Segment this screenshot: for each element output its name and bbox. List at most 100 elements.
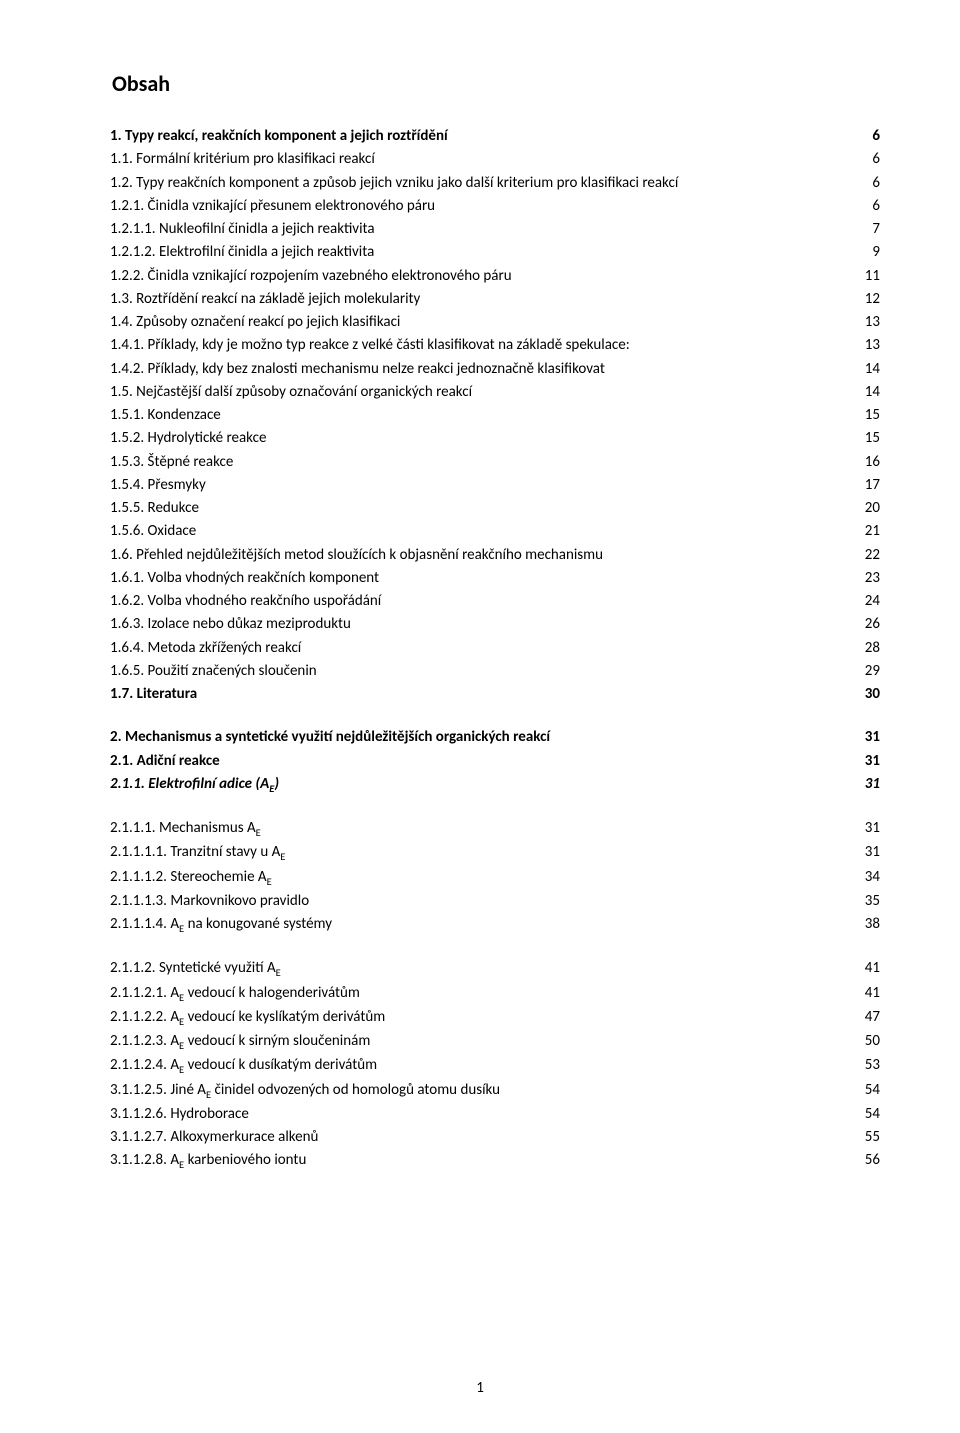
- toc-row: 1.4.2. Příklady, kdy bez znalosti mechan…: [110, 358, 880, 381]
- toc-entry-page: 31: [860, 817, 880, 840]
- toc-entry-label: 1.5.1. Kondenzace: [110, 404, 221, 427]
- toc-entry-label: 2.1.1.1.1. Tranzitní stavy u AE: [110, 841, 285, 865]
- toc-row: 2.1.1.1.4. AE na konugované systémy38: [110, 913, 880, 937]
- toc-row: 1.2. Typy reakčních komponent a způsob j…: [110, 172, 880, 195]
- toc-row: 3.1.1.2.6. Hydroborace54: [110, 1103, 880, 1126]
- toc-row: 2.1.1.2.2. AE vedoucí ke kyslíkatým deri…: [110, 1006, 880, 1030]
- toc-entry-page: 6: [860, 172, 880, 195]
- toc-entry-page: 15: [860, 427, 880, 450]
- toc-row: 2.1.1.2.4. AE vedoucí k dusíkatým derivá…: [110, 1054, 880, 1078]
- toc-entry-page: 47: [860, 1006, 880, 1029]
- toc-entry-page: 12: [860, 288, 880, 311]
- toc-entry-label: 1.4.2. Příklady, kdy bez znalosti mechan…: [110, 358, 605, 381]
- toc-row: 1.2.1.2. Elektrofilní činidla a jejich r…: [110, 241, 880, 264]
- toc-row: 3.1.1.2.5. Jiné AE činidel odvozených od…: [110, 1079, 880, 1103]
- toc-row: 2.1.1.1. Mechanismus AE 31: [110, 817, 880, 841]
- toc-entry-label: 1.2. Typy reakčních komponent a způsob j…: [110, 172, 678, 195]
- toc-entry-label: 2.1.1.2.2. AE vedoucí ke kyslíkatým deri…: [110, 1006, 385, 1030]
- toc-entry-page: 15: [860, 404, 880, 427]
- toc-row: 2.1. Adiční reakce31: [110, 750, 880, 773]
- toc-entry-label: 2.1.1.1.2. Stereochemie AE: [110, 866, 272, 890]
- toc-entry-label: 3.1.1.2.8. AE karbeniového iontu: [110, 1149, 306, 1173]
- toc-entry-page: 6: [860, 148, 880, 171]
- toc-entry-page: 55: [860, 1126, 880, 1149]
- toc-row: 1. Typy reakcí, reakčních komponent a je…: [110, 125, 880, 148]
- toc-entry-label: 1.5.5. Redukce: [110, 497, 199, 520]
- toc-entry-label: 1.6.5. Použití značených sloučenin: [110, 660, 317, 683]
- toc-entry-page: 11: [860, 265, 880, 288]
- toc-entry-page: 9: [860, 241, 880, 264]
- toc-row: 1.6.1. Volba vhodných reakčních komponen…: [110, 567, 880, 590]
- toc-row: 1.5.2. Hydrolytické reakce 15: [110, 427, 880, 450]
- toc-entry-page: 31: [860, 726, 880, 749]
- toc-entry-label: 1.6.2. Volba vhodného reakčního uspořádá…: [110, 590, 381, 613]
- toc-entry-page: 34: [860, 866, 880, 889]
- toc-row: 2.1.1.1.3. Markovnikovo pravidlo 35: [110, 890, 880, 913]
- toc-entry-label: 1.2.1.1. Nukleofilní činidla a jejich re…: [110, 218, 375, 241]
- toc-entry-page: 22: [860, 544, 880, 567]
- toc-row: 1.6.4. Metoda zkřížených reakcí28: [110, 637, 880, 660]
- toc-row: 2.1.1.1.2. Stereochemie AE 34: [110, 866, 880, 890]
- toc-entry-label: 1.5.3. Štěpné reakce: [110, 451, 233, 474]
- toc-row: 3.1.1.2.7. Alkoxymerkurace alkenů55: [110, 1126, 880, 1149]
- toc-group-gap: [110, 706, 880, 726]
- toc-entry-label: 1.5. Nejčastější další způsoby označován…: [110, 381, 472, 404]
- toc-entry-label: 1.2.1. Činidla vznikající přesunem elekt…: [110, 195, 435, 218]
- toc-entry-label: 2.1.1. Elektrofilní adice (AE): [110, 773, 279, 797]
- toc-entry-page: 28: [860, 637, 880, 660]
- toc-row: 1.6.5. Použití značených sloučenin 29: [110, 660, 880, 683]
- toc-entry-label: 1.6. Přehled nejdůležitějších metod slou…: [110, 544, 603, 567]
- toc-row: 2.1.1. Elektrofilní adice (AE)31: [110, 773, 880, 797]
- toc-entry-label: 1.6.1. Volba vhodných reakčních komponen…: [110, 567, 379, 590]
- page-title: Obsah: [112, 70, 880, 97]
- toc-row: 1.5. Nejčastější další způsoby označován…: [110, 381, 880, 404]
- toc-entry-label: 2.1.1.2.3. AE vedoucí k sirným sloučenin…: [110, 1030, 370, 1054]
- toc-entry-page: 41: [860, 982, 880, 1005]
- toc-row: 2.1.1.2.1. AE vedoucí k halogenderivátům…: [110, 982, 880, 1006]
- toc-entry-label: 1.7. Literatura: [110, 683, 197, 706]
- toc-row: 1.2.1.1. Nukleofilní činidla a jejich re…: [110, 218, 880, 241]
- toc-entry-page: 7: [860, 218, 880, 241]
- toc-row: 1.4.1. Příklady, kdy je možno typ reakce…: [110, 334, 880, 357]
- toc-entry-page: 41: [860, 957, 880, 980]
- toc-entry-label: 2.1.1.1.4. AE na konugované systémy: [110, 913, 332, 937]
- toc-row: 1.5.6. Oxidace 21: [110, 520, 880, 543]
- toc-row: 2.1.1.2. Syntetické využití AE 41: [110, 957, 880, 981]
- toc-entry-page: 21: [860, 520, 880, 543]
- toc-entry-page: 29: [860, 660, 880, 683]
- table-of-contents: 1. Typy reakcí, reakčních komponent a je…: [110, 125, 880, 1174]
- toc-entry-label: 1.5.4. Přesmyky: [110, 474, 206, 497]
- toc-row: 3.1.1.2.8. AE karbeniového iontu 56: [110, 1149, 880, 1173]
- toc-row: 1.2.2. Činidla vznikající rozpojením vaz…: [110, 265, 880, 288]
- toc-row: 1.5.4. Přesmyky 17: [110, 474, 880, 497]
- toc-entry-page: 14: [860, 381, 880, 404]
- toc-row: 1.6.3. Izolace nebo důkaz meziproduktu26: [110, 613, 880, 636]
- toc-entry-label: 1.5.2. Hydrolytické reakce: [110, 427, 266, 450]
- toc-entry-page: 23: [860, 567, 880, 590]
- toc-entry-page: 30: [860, 683, 880, 706]
- toc-entry-label: 2.1.1.1.3. Markovnikovo pravidlo: [110, 890, 309, 913]
- toc-entry-label: 2.1.1.2. Syntetické využití AE: [110, 957, 281, 981]
- toc-entry-label: 2.1. Adiční reakce: [110, 750, 220, 773]
- toc-entry-label: 2.1.1.1. Mechanismus AE: [110, 817, 261, 841]
- toc-entry-label: 1.4. Způsoby označení reakcí po jejich k…: [110, 311, 400, 334]
- toc-entry-label: 2.1.1.2.1. AE vedoucí k halogenderivátům: [110, 982, 360, 1006]
- toc-row: 1.5.5. Redukce20: [110, 497, 880, 520]
- toc-row: 1.7. Literatura 30: [110, 683, 880, 706]
- toc-entry-label: 2. Mechanismus a syntetické využití nejd…: [110, 726, 550, 749]
- toc-group-gap: [110, 937, 880, 957]
- toc-entry-label: 3.1.1.2.6. Hydroborace: [110, 1103, 249, 1126]
- toc-entry-page: 35: [860, 890, 880, 913]
- toc-row: 1.2.1. Činidla vznikající přesunem elekt…: [110, 195, 880, 218]
- toc-entry-page: 6: [860, 125, 880, 148]
- toc-row: 1.6.2. Volba vhodného reakčního uspořádá…: [110, 590, 880, 613]
- toc-entry-page: 56: [860, 1149, 880, 1172]
- toc-entry-label: 1.4.1. Příklady, kdy je možno typ reakce…: [110, 334, 630, 357]
- toc-row: 1.1. Formální kritérium pro klasifikaci …: [110, 148, 880, 171]
- toc-row: 2.1.1.1.1. Tranzitní stavy u AE31: [110, 841, 880, 865]
- toc-group-gap: [110, 797, 880, 817]
- toc-entry-label: 1.5.6. Oxidace: [110, 520, 196, 543]
- toc-entry-label: 1.2.2. Činidla vznikající rozpojením vaz…: [110, 265, 512, 288]
- toc-entry-page: 13: [860, 311, 880, 334]
- toc-entry-page: 17: [860, 474, 880, 497]
